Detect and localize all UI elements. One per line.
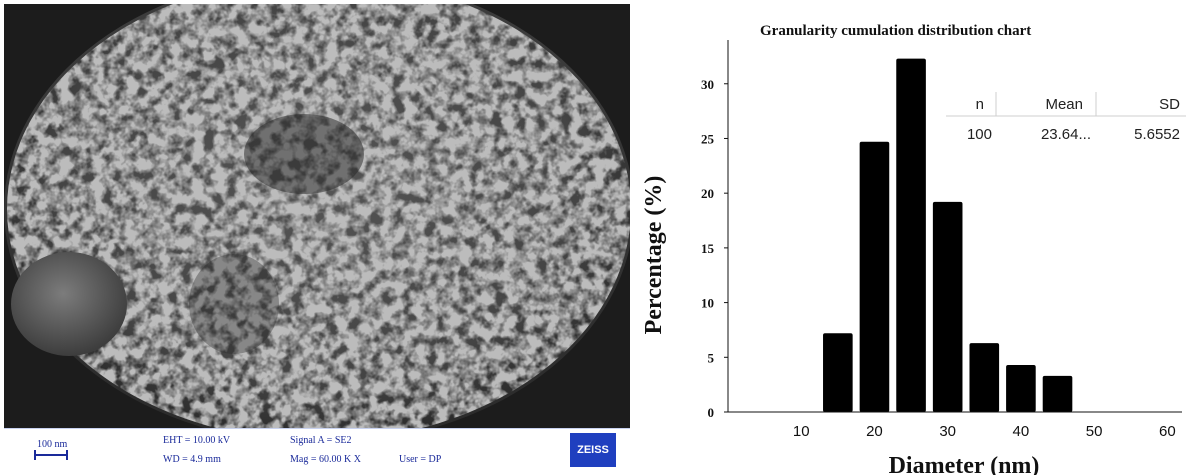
x-tick-label: 30 [939, 423, 956, 440]
scale-bar-tick-right [66, 450, 68, 460]
scale-label: 100 nm [37, 439, 68, 450]
stats-table-bg [946, 90, 1186, 146]
y-tick-label: 25 [701, 131, 715, 146]
bar-35 [969, 343, 1000, 412]
x-tick-label: 60 [1159, 423, 1176, 440]
bars [823, 58, 1073, 413]
stats-header-sd: SD [1159, 96, 1180, 113]
y-tick-label: 30 [701, 77, 714, 92]
mag-readout: Mag = 60.00 K X [290, 454, 361, 465]
scale-bar [34, 454, 68, 456]
x-tick-label: 10 [793, 423, 810, 440]
y-tick-label: 15 [701, 241, 715, 256]
stats-value-n: 100 [967, 126, 992, 143]
signal-readout: Signal A = SE2 [290, 435, 352, 446]
bar-25 [896, 58, 926, 412]
user-readout: User = DP [399, 454, 442, 465]
x-tick-labels: 10 20 30 40 50 60 [793, 423, 1176, 440]
chart-title: Granularity cumulation distribution char… [760, 23, 1031, 39]
stats-table: n Mean SD 100 23.64... 5.6552 [946, 90, 1186, 146]
y-tick-label: 10 [701, 296, 714, 311]
y-axis-label: Percentage (%) [641, 176, 667, 335]
eht-readout: EHT = 10.00 kV [163, 435, 231, 446]
bar-40 [1006, 364, 1036, 412]
x-axis-label: Diameter (nm) [889, 453, 1040, 475]
y-tick-labels: 0 5 10 15 20 25 30 [701, 77, 728, 420]
histogram-chart: Granularity cumulation distribution char… [641, 23, 1186, 475]
sem-image-panel: 100 nm EHT = 10.00 kV WD = 4.9 mm Signal… [4, 4, 630, 472]
scale-bar-tick-left [34, 450, 36, 460]
stats-value-mean: 23.64... [1041, 126, 1091, 143]
x-tick-label: 40 [1013, 423, 1030, 440]
stats-header-mean: Mean [1045, 96, 1083, 113]
bar-30 [932, 201, 963, 412]
histogram-panel: Granularity cumulation distribution char… [634, 0, 1186, 475]
bar-15 [823, 333, 853, 412]
sem-micrograph [4, 4, 630, 428]
y-tick-label: 20 [701, 186, 714, 201]
zeiss-logo: ZEISS [570, 433, 616, 467]
y-tick-label: 5 [708, 350, 715, 365]
stats-value-sd: 5.6552 [1134, 126, 1180, 143]
bar-45 [1042, 375, 1073, 412]
x-tick-label: 20 [866, 423, 883, 440]
sem-info-bar: 100 nm EHT = 10.00 kV WD = 4.9 mm Signal… [4, 428, 630, 472]
bar-20 [859, 141, 890, 413]
zeiss-logo-text: ZEISS [577, 444, 609, 456]
y-tick-label: 0 [708, 405, 715, 420]
wd-readout: WD = 4.9 mm [163, 454, 221, 465]
x-tick-label: 50 [1086, 423, 1103, 440]
stats-header-n: n [976, 96, 984, 113]
